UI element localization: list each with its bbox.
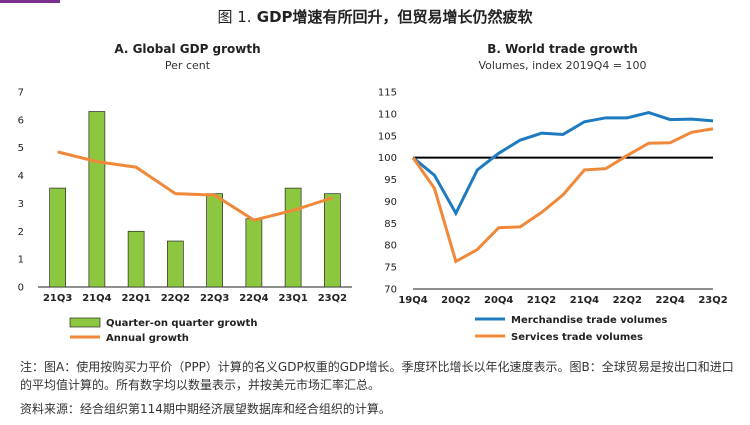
- x-tick-label: 23Q2: [318, 293, 347, 304]
- x-tick-label: 21Q4: [570, 295, 599, 306]
- x-tick-label: 22Q2: [161, 293, 190, 304]
- gdp-qoq-bar: [284, 187, 302, 288]
- y-tick-label: 7: [18, 88, 24, 99]
- panel-b-title: B. World trade growth: [487, 42, 638, 56]
- gdp-growth-chart: 0 1 2 3 4 5 6 7 21Q3 21Q4 22Q1 22Q2 22Q3 22Q4 23Q1 23Q2…: [18, 88, 352, 344]
- x-tick-label: 21Q3: [43, 293, 72, 304]
- figure-notes: 注：图A：使用按购买力平价（PPP）计算的名义GDP权重的GDP增长。季度环比增…: [20, 360, 734, 392]
- y-tick-label: 4: [18, 171, 24, 182]
- gdp-qoq-bar: [88, 111, 106, 288]
- y-tick-label: 75: [384, 263, 397, 274]
- figure-source: 资料来源：经合组织第114期中期经济展望数据库和经合组织的计算。: [20, 402, 391, 416]
- legend-label-merchandise: Merchandise trade volumes: [511, 315, 667, 326]
- x-tick-label: 21Q4: [82, 293, 111, 304]
- x-tick-label: 22Q1: [121, 293, 150, 304]
- y-tick-label: 100: [378, 153, 397, 164]
- x-tick-label: 21Q2: [527, 295, 556, 306]
- legend-label-annual: Annual growth: [106, 333, 189, 344]
- x-tick-label: 22Q4: [655, 295, 684, 306]
- panel-a-title: A. Global GDP growth: [114, 42, 261, 56]
- y-tick-label: 115: [378, 88, 397, 99]
- x-tick-label: 23Q1: [278, 293, 307, 304]
- figure-title: 图 1. GDP增速有所回升，但贸易增长仍然疲软: [0, 6, 750, 27]
- y-tick-label: 80: [384, 241, 397, 252]
- legend-label-qoq: Quarter-on quarter growth: [106, 318, 257, 329]
- services-trade-line: [411, 127, 714, 264]
- figure-label: 图 1.: [217, 8, 252, 26]
- merchandise-trade-line: [412, 111, 714, 217]
- gdp-qoq-bar: [49, 187, 66, 288]
- top-accent-bar: [0, 0, 60, 3]
- figure-title-text: GDP增速有所回升，但贸易增长仍然疲软: [256, 8, 533, 26]
- panel-b-subtitle: Volumes, index 2019Q4 = 100: [478, 59, 647, 72]
- x-tick-label: 23Q2: [698, 295, 727, 306]
- panel-a-subtitle: Per cent: [164, 59, 211, 72]
- x-tick-label: 20Q4: [484, 295, 513, 306]
- gdp-qoq-bar: [127, 230, 145, 288]
- y-tick-label: 85: [384, 219, 397, 230]
- x-tick-label: 22Q4: [239, 293, 268, 304]
- legend-label-services: Services trade volumes: [511, 332, 643, 343]
- y-tick-label: 105: [378, 131, 397, 142]
- gdp-qoq-bar: [245, 218, 263, 288]
- y-tick-label: 6: [18, 115, 24, 126]
- panel-a: A. Global GDP growth Per cent 0 1 2 3 4 5 6 7 21…: [0, 40, 375, 344]
- y-tick-label: 2: [18, 227, 24, 238]
- x-tick-label: 20Q2: [441, 295, 470, 306]
- annual-growth-line: [57, 150, 333, 222]
- y-tick-label: 95: [384, 175, 397, 186]
- gdp-qoq-bar: [167, 240, 184, 288]
- y-tick-label: 1: [18, 255, 24, 266]
- y-tick-label: 3: [18, 199, 24, 210]
- x-tick-label: 22Q3: [200, 293, 229, 304]
- gdp-qoq-bar: [206, 193, 223, 288]
- legend-swatch-bar: [69, 317, 101, 328]
- y-tick-label: 90: [384, 197, 397, 208]
- y-tick-label: 5: [18, 143, 24, 154]
- gdp-qoq-bar: [324, 193, 341, 288]
- y-tick-label: 110: [378, 109, 397, 120]
- trade-growth-chart: 70 75 80 85 90 95 100 105 110 115 19Q4 20Q2 20Q4 21Q2…: [378, 88, 728, 344]
- panel-b: B. World trade growth Volumes, index 201…: [375, 40, 750, 344]
- x-tick-label: 19Q4: [398, 295, 427, 306]
- y-tick-label: 0: [18, 283, 24, 294]
- x-tick-label: 22Q2: [613, 295, 642, 306]
- y-tick-label: 70: [384, 285, 397, 296]
